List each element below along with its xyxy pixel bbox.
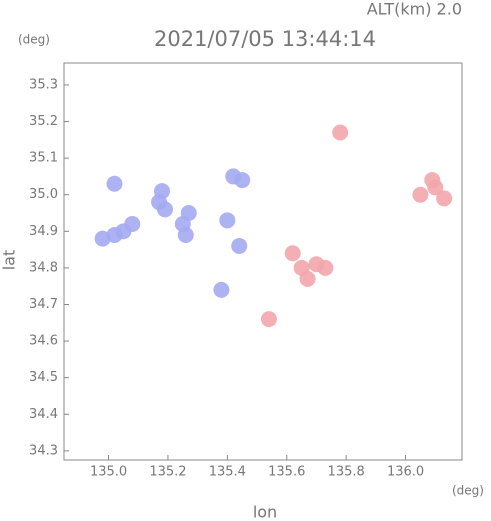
chart-title: 2021/07/05 13:44:14 <box>154 27 376 51</box>
y-tick-label: 35.2 <box>29 114 58 129</box>
y-tick-label: 34.8 <box>29 260 58 275</box>
echo-point <box>284 245 301 262</box>
echo-point <box>412 186 429 203</box>
y-tick-label: 34.4 <box>29 407 58 422</box>
echo-point <box>260 311 277 328</box>
echo-point <box>436 190 453 207</box>
y-tick-label: 34.6 <box>29 334 58 349</box>
x-tick-label: 135.0 <box>90 465 127 480</box>
x-tick-label: 135.6 <box>268 465 305 480</box>
y-tick-label: 34.7 <box>29 297 58 312</box>
echo-point <box>317 259 334 276</box>
echo-point <box>124 215 141 232</box>
y-tick-label: 34.5 <box>29 370 58 385</box>
y-tick-label: 35.0 <box>29 187 58 202</box>
echo-point <box>177 226 194 243</box>
y-unit: (deg) <box>18 33 50 47</box>
y-tick-label: 35.1 <box>29 151 58 166</box>
x-unit: (deg) <box>452 484 484 498</box>
echo-point <box>106 175 123 192</box>
y-tick-label: 34.3 <box>29 443 58 458</box>
echo-point <box>332 124 349 141</box>
x-tick-label: 135.2 <box>149 465 186 480</box>
echo-point <box>219 212 236 229</box>
echo-point <box>424 172 441 189</box>
echo-point <box>154 183 171 200</box>
y-tick-label: 35.3 <box>29 77 58 92</box>
x-tick-label: 135.4 <box>209 465 246 480</box>
echo-point <box>231 237 248 254</box>
subtitle: ALT(km) 2.0 <box>367 0 462 19</box>
x-tick-label: 135.8 <box>328 465 365 480</box>
echo-point <box>156 201 173 218</box>
x-label: lon <box>253 503 277 521</box>
x-tick-label: 136.0 <box>387 465 424 480</box>
y-tick-label: 34.9 <box>29 224 58 239</box>
echo-point <box>234 172 251 189</box>
y-label: lat <box>0 250 19 271</box>
echo-point <box>299 270 316 287</box>
echo-point <box>180 205 197 222</box>
echo-point <box>213 281 230 298</box>
plot-frame <box>63 62 463 461</box>
